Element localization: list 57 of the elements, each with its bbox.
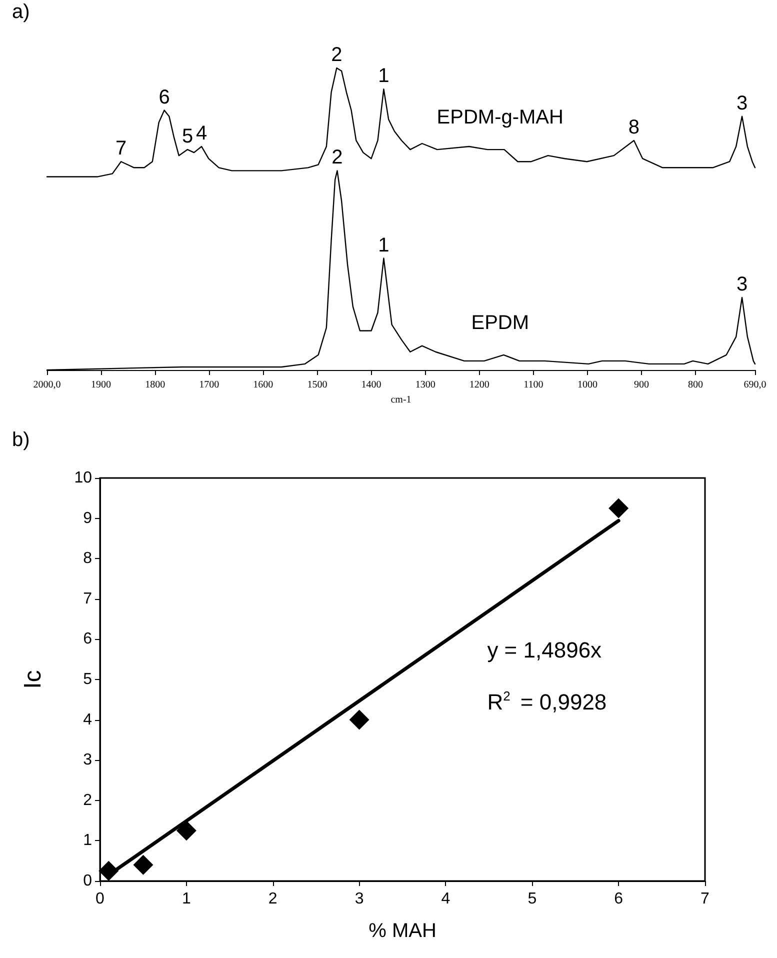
x-tick-label: 1200 [469, 380, 490, 390]
annotation: 1 [378, 234, 390, 256]
x-tick-label: 1000 [577, 380, 598, 390]
x-tick-label: 0 [96, 890, 105, 908]
y-tick-label: 9 [83, 510, 92, 527]
x-axis-title: % MAH [368, 920, 436, 942]
annotation: 3 [736, 92, 748, 114]
point [133, 854, 154, 875]
annotation: 2 [331, 44, 342, 66]
x-tick-label: 1800 [145, 380, 166, 390]
series-label: EPDM-g-MAH [436, 106, 564, 129]
x-tick-label: 690,0 [744, 380, 766, 390]
annotation: 2 [332, 146, 343, 169]
annotation: 3 [736, 274, 748, 296]
x-tick-label: 2 [268, 890, 278, 908]
y-axis-title: Ic [20, 670, 46, 689]
series-label: EPDM [471, 312, 530, 334]
annotation: 8 [628, 116, 640, 138]
annotation: 1 [378, 65, 390, 88]
point [608, 498, 629, 518]
annotation: y = 1,4896x [487, 638, 602, 663]
x-tick-label: 3 [354, 890, 364, 908]
x-tick-label: 1500 [307, 380, 328, 390]
annotation: 6 [158, 86, 170, 108]
annotation: 5 [182, 126, 194, 148]
point [176, 820, 196, 841]
x-tick-label: 4 [441, 890, 450, 908]
y-tick-label: 1 [83, 832, 92, 850]
y-tick-label: 3 [83, 752, 92, 769]
x-tick-label: 800 [688, 380, 704, 390]
annotation: 7 [115, 138, 127, 160]
y-tick-label: 4 [83, 711, 92, 728]
y-tick-label: 10 [74, 470, 92, 486]
x-tick-label: 900 [634, 380, 650, 390]
text: a) [12, 1, 30, 23]
y-tick-label: 5 [83, 671, 92, 688]
y-tick-label: 8 [83, 550, 92, 568]
x-tick-label: 1900 [91, 380, 112, 390]
x-tick-label: 1400 [361, 380, 382, 390]
point [349, 710, 370, 730]
x-tick-label: 5 [528, 890, 537, 908]
y-tick-label: 0 [83, 872, 92, 890]
annotation: 4 [196, 122, 208, 145]
point [98, 860, 119, 881]
x-axis-title: cm-1 [390, 394, 412, 406]
x-tick-label: 7 [700, 890, 710, 908]
x-tick-label: 6 [614, 890, 624, 908]
y-tick-label: 2 [83, 792, 92, 809]
y-tick-label: 7 [83, 590, 92, 608]
x-tick-label: 2000,0 [33, 380, 61, 390]
x-tick-label: 1300 [415, 380, 436, 390]
y-tick-label: 6 [83, 630, 92, 648]
text: b) [12, 429, 30, 451]
x-tick-label: 1600 [253, 380, 274, 390]
x-tick-label: 1 [182, 890, 191, 908]
x-tick-label: 1100 [524, 380, 544, 390]
x-tick-label: 1700 [199, 380, 220, 390]
